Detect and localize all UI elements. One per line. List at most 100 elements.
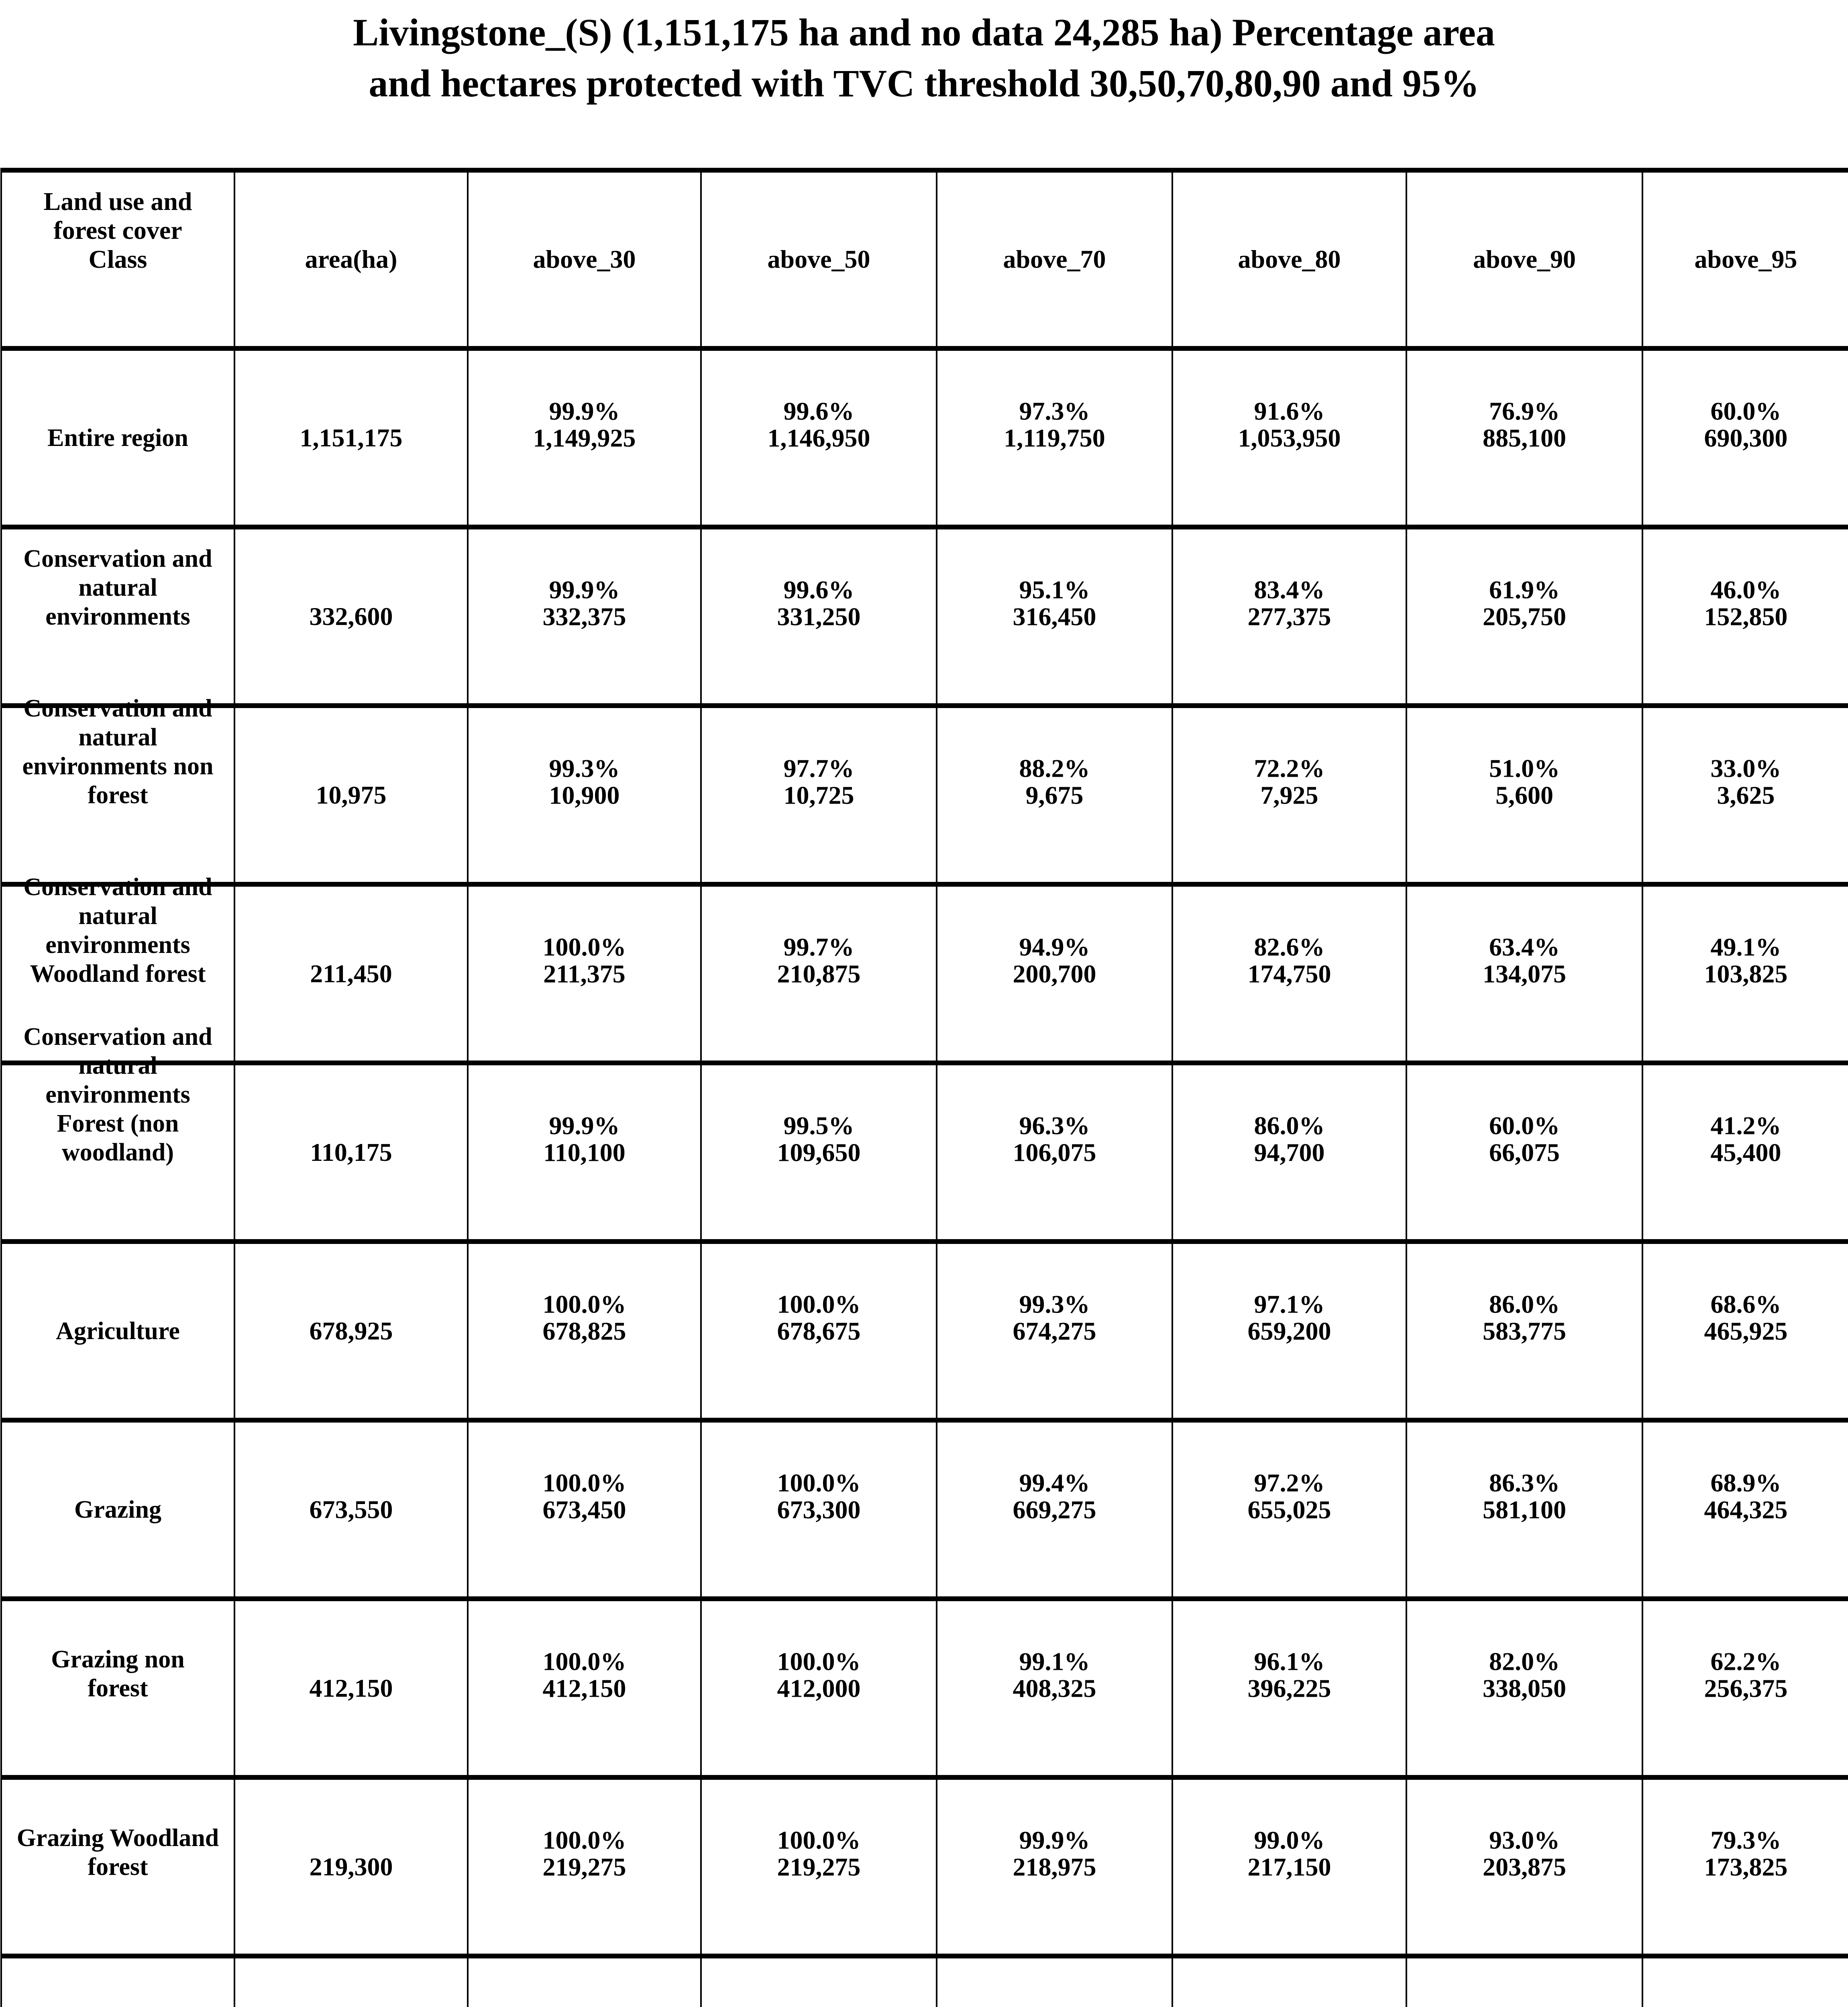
- area-cell: 1,151,175: [234, 346, 469, 529]
- pct-and-ha-value: 86.3% 581,100: [1483, 1468, 1566, 1524]
- pct-and-ha-value: 33.0% 3,625: [1710, 754, 1781, 809]
- row-label-cell: Grazing: [0, 1418, 235, 1601]
- threshold-cell: 62.2% 256,375: [1642, 1596, 1848, 1780]
- pct-and-ha-value: 60.0% 66,075: [1489, 1111, 1560, 1166]
- threshold-cell: 99.8% 42,025: [700, 1954, 937, 2007]
- table-header: Land use and forest cover Class area(ha)…: [0, 168, 1848, 351]
- pct-and-ha-value: 41.2% 45,400: [1710, 1111, 1781, 1166]
- row-label-cell: Conservation and natural environments: [0, 525, 235, 708]
- threshold-cell: 95.1% 316,450: [936, 525, 1173, 708]
- pct-and-ha-value: 99.0% 217,150: [1247, 1826, 1331, 1881]
- column-header-label: above_80: [1238, 245, 1341, 273]
- pct-and-ha-value: 61.9% 205,750: [1483, 575, 1566, 631]
- threshold-cell: 83.4% 277,375: [1172, 525, 1407, 708]
- tvc-threshold-table: Land use and forest cover Class area(ha)…: [0, 168, 1848, 2007]
- header-row: Land use and forest cover Class area(ha)…: [0, 168, 1848, 351]
- pct-and-ha-value: 95.1% 316,450: [1013, 575, 1096, 631]
- pct-and-ha-value: 93.0% 203,875: [1483, 1826, 1566, 1881]
- pct-and-ha-value: 99.4% 669,275: [1013, 1468, 1096, 1524]
- area-value: 110,175: [310, 1138, 392, 1166]
- table-row: Agriculture 678,925 100.0% 678,825 100.0% 6…: [0, 1239, 1848, 1423]
- threshold-cell: 82.0% 338,050: [1406, 1596, 1643, 1780]
- table-row: Conservation and natural environments no…: [0, 695, 1848, 887]
- table-row: Conservation and natural environments Fo…: [0, 1023, 1848, 1244]
- pct-and-ha-value: 100.0% 219,275: [542, 1826, 626, 1881]
- threshold-cell: 100.0% 673,450: [467, 1418, 702, 1601]
- column-header-above-90: above_90: [1406, 168, 1643, 351]
- area-value: 332,600: [309, 602, 393, 631]
- pct-and-ha-value: 86.0% 94,700: [1254, 1111, 1325, 1166]
- table-row: Grazing - Forest (non woodland) 42,100 99.…: [0, 1954, 1848, 2007]
- pct-and-ha-value: 81.1% 34,125: [1711, 2005, 1781, 2007]
- threshold-cell: 86.3% 581,100: [1406, 1418, 1643, 1601]
- pct-and-ha-value: 99.9% 218,975: [1013, 1826, 1096, 1881]
- pct-and-ha-value: 49.1% 103,825: [1704, 932, 1788, 988]
- pct-and-ha-value: 51.0% 5,600: [1489, 754, 1560, 809]
- threshold-cell: 99.7% 41,975: [936, 1954, 1173, 2007]
- pct-and-ha-value: 97.2% 655,025: [1247, 1468, 1331, 1524]
- row-label-cell: Conservation and natural environments Fo…: [0, 1023, 235, 1244]
- column-header-class: Land use and forest cover Class: [0, 168, 235, 351]
- report-title: Livingstone_(S) (1,151,175 ha and no dat…: [353, 11, 1495, 105]
- threshold-cell: 100.0% 412,150: [467, 1596, 702, 1780]
- area-value: 10,975: [316, 781, 387, 809]
- pct-and-ha-value: 99.5% 109,650: [777, 1111, 861, 1166]
- column-header-label: above_50: [767, 245, 870, 273]
- pct-and-ha-value: 99.3% 674,275: [1013, 1290, 1096, 1345]
- row-label-cell: Agriculture: [0, 1239, 235, 1423]
- threshold-cell: 99.3% 10,900: [467, 703, 702, 887]
- threshold-cell: 99.5% 109,650: [700, 1060, 937, 1244]
- row-label-cell: Entire region: [0, 346, 235, 529]
- area-cell: 332,600: [234, 525, 469, 708]
- area-cell: 673,550: [234, 1418, 469, 1601]
- pct-and-ha-value: 100.0% 412,150: [542, 1647, 626, 1702]
- pct-and-ha-value: 72.2% 7,925: [1254, 754, 1325, 809]
- row-label-cell: Grazing - Forest (non woodland): [0, 1954, 235, 2007]
- pct-and-ha-value: 99.6% 331,250: [777, 575, 861, 631]
- pct-and-ha-value: 100.0% 412,000: [777, 1647, 861, 1702]
- threshold-cell: 94.9% 200,700: [936, 882, 1173, 1065]
- threshold-cell: 63.4% 134,075: [1406, 882, 1643, 1065]
- table-row: Grazing Woodland forest 219,300 100.0% 219…: [0, 1775, 1848, 1958]
- threshold-cell: 100.0% 678,675: [700, 1239, 937, 1423]
- pct-and-ha-value: 99.6% 1,146,950: [767, 397, 870, 452]
- threshold-cell: 99.7% 210,875: [700, 882, 937, 1065]
- pct-and-ha-value: 98.9% 41,650: [1254, 2005, 1325, 2007]
- threshold-cell: 99.6% 331,250: [700, 525, 937, 708]
- pct-and-ha-value: 82.0% 338,050: [1483, 1647, 1566, 1702]
- threshold-cell: 49.1% 103,825: [1642, 882, 1848, 1065]
- area-cell: 42,100: [234, 1954, 469, 2007]
- row-label: Conservation and natural environments: [23, 545, 212, 630]
- threshold-cell: 91.6% 1,053,950: [1172, 346, 1407, 529]
- threshold-cell: 76.9% 885,100: [1406, 346, 1643, 529]
- column-header-label: above_30: [533, 245, 636, 273]
- area-cell: 219,300: [234, 1775, 469, 1958]
- threshold-cell: 99.6% 1,146,950: [700, 346, 937, 529]
- pct-and-ha-value: 93.1% 39,175: [1489, 2005, 1560, 2007]
- table-row: Conservation and natural environments Wo…: [0, 873, 1848, 1065]
- table-row: Grazing 673,550 100.0% 673,450 100.0% 673,3…: [0, 1418, 1848, 1601]
- pct-and-ha-value: 99.9% 110,100: [543, 1111, 626, 1166]
- pct-and-ha-value: 63.4% 134,075: [1483, 932, 1566, 988]
- column-header-area: area(ha): [234, 168, 469, 351]
- area-value: 211,450: [310, 959, 392, 988]
- pct-and-ha-value: 100.0% 673,450: [542, 1468, 626, 1524]
- row-label-cell: Conservation and natural environments Wo…: [0, 873, 235, 1065]
- pct-and-ha-value: 99.9% 332,375: [542, 575, 626, 631]
- pct-and-ha-value: 100.0% 678,675: [777, 1290, 861, 1345]
- table-row: Conservation and natural environments 332…: [0, 525, 1848, 708]
- pct-and-ha-value: 99.8% 42,025: [784, 2005, 854, 2007]
- threshold-cell: 88.2% 9,675: [936, 703, 1173, 887]
- pct-and-ha-value: 83.4% 277,375: [1247, 575, 1331, 631]
- threshold-cell: 100.0% 678,825: [467, 1239, 702, 1423]
- area-cell: 211,450: [234, 882, 469, 1065]
- threshold-cell: 97.2% 655,025: [1172, 1418, 1407, 1601]
- pct-and-ha-value: 96.1% 396,225: [1247, 1647, 1331, 1702]
- pct-and-ha-value: 82.6% 174,750: [1247, 932, 1331, 988]
- threshold-cell: 97.1% 659,200: [1172, 1239, 1407, 1423]
- threshold-cell: 81.1% 34,125: [1642, 1954, 1848, 2007]
- row-label: Grazing - Forest (non woodland): [30, 2002, 205, 2007]
- row-label-cell: Grazing Woodland forest: [0, 1775, 235, 1958]
- pct-and-ha-value: 46.0% 152,850: [1704, 575, 1788, 631]
